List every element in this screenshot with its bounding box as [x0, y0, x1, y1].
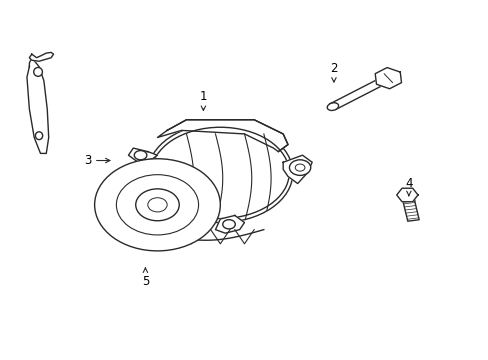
Text: 1: 1: [199, 90, 207, 111]
Polygon shape: [402, 201, 418, 221]
Ellipse shape: [34, 67, 42, 76]
Polygon shape: [128, 148, 157, 162]
Circle shape: [146, 198, 159, 208]
Polygon shape: [138, 194, 167, 212]
Polygon shape: [374, 68, 401, 89]
Circle shape: [134, 150, 146, 160]
Polygon shape: [283, 155, 311, 184]
Ellipse shape: [35, 132, 42, 140]
Ellipse shape: [147, 123, 292, 222]
Text: 2: 2: [329, 62, 337, 82]
Polygon shape: [396, 188, 417, 202]
Circle shape: [289, 160, 310, 175]
Polygon shape: [27, 58, 49, 153]
Ellipse shape: [326, 103, 338, 111]
Circle shape: [136, 189, 179, 221]
Polygon shape: [329, 80, 381, 109]
Polygon shape: [157, 120, 287, 152]
Polygon shape: [215, 215, 244, 233]
Circle shape: [95, 159, 220, 251]
Polygon shape: [29, 53, 53, 61]
Text: 5: 5: [142, 268, 149, 288]
Text: 4: 4: [404, 177, 412, 196]
Text: 3: 3: [83, 154, 110, 167]
Circle shape: [223, 220, 235, 229]
